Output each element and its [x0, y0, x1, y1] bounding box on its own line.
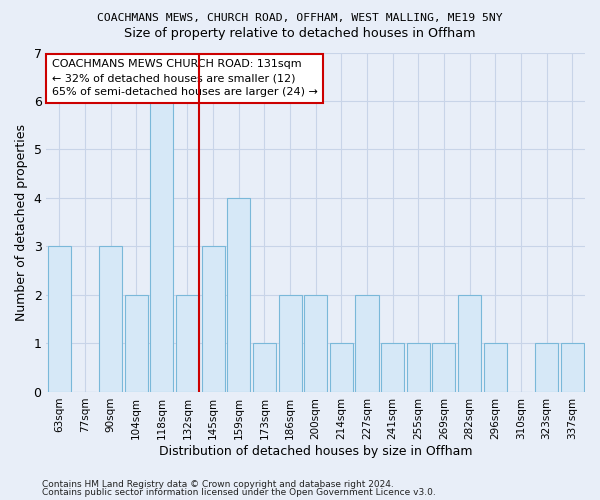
Bar — [202, 246, 224, 392]
Y-axis label: Number of detached properties: Number of detached properties — [15, 124, 28, 320]
Bar — [535, 344, 558, 392]
Bar — [458, 295, 481, 392]
Text: Size of property relative to detached houses in Offham: Size of property relative to detached ho… — [124, 28, 476, 40]
Bar — [99, 246, 122, 392]
Text: Contains HM Land Registry data © Crown copyright and database right 2024.: Contains HM Land Registry data © Crown c… — [42, 480, 394, 489]
Bar — [47, 246, 71, 392]
Text: COACHMANS MEWS, CHURCH ROAD, OFFHAM, WEST MALLING, ME19 5NY: COACHMANS MEWS, CHURCH ROAD, OFFHAM, WES… — [97, 12, 503, 22]
Bar — [355, 295, 379, 392]
Bar — [150, 101, 173, 392]
Bar — [407, 344, 430, 392]
Bar — [125, 295, 148, 392]
Bar — [560, 344, 584, 392]
Bar — [330, 344, 353, 392]
Bar — [304, 295, 327, 392]
Bar — [176, 295, 199, 392]
Text: Contains public sector information licensed under the Open Government Licence v3: Contains public sector information licen… — [42, 488, 436, 497]
Bar — [484, 344, 507, 392]
Bar — [433, 344, 455, 392]
Bar — [253, 344, 276, 392]
Bar — [227, 198, 250, 392]
Bar — [381, 344, 404, 392]
X-axis label: Distribution of detached houses by size in Offham: Distribution of detached houses by size … — [159, 444, 472, 458]
Bar — [278, 295, 302, 392]
Text: COACHMANS MEWS CHURCH ROAD: 131sqm
← 32% of detached houses are smaller (12)
65%: COACHMANS MEWS CHURCH ROAD: 131sqm ← 32%… — [52, 60, 317, 98]
